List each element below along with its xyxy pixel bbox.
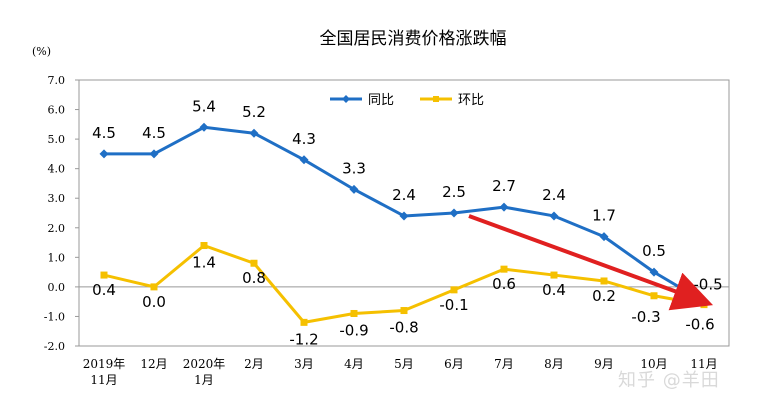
y-tick-label: 0.0 — [48, 281, 66, 294]
y-tick-label: -2.0 — [44, 340, 65, 353]
series-lines — [99, 122, 709, 326]
watermark: 知乎 @羊田 — [618, 370, 720, 391]
chart-title: 全国居民消费价格涨跌幅 — [320, 29, 507, 49]
data-point — [349, 184, 359, 194]
plot-frame — [78, 79, 730, 347]
data-label: 2.4 — [392, 186, 416, 204]
data-label: 0.6 — [492, 275, 516, 293]
data-point — [150, 283, 158, 291]
data-point — [700, 301, 708, 309]
legend-swatch-marker — [433, 96, 439, 102]
x-tick-label: 2020年 1月 — [183, 357, 226, 387]
data-point — [450, 286, 458, 294]
data-point — [99, 149, 109, 159]
red-arrow — [468, 214, 714, 311]
data-point — [299, 155, 309, 165]
x-tick-label: 2019年 11月 — [83, 357, 126, 387]
data-point — [650, 292, 658, 300]
x-tick-label: 6月 — [444, 357, 464, 371]
data-point — [399, 211, 409, 221]
x-tick-label: 2月 — [244, 357, 264, 371]
data-label: 4.5 — [142, 124, 166, 142]
data-label: 1.4 — [192, 254, 216, 272]
data-label: 0.4 — [542, 281, 566, 299]
x-tick-label: 4月 — [344, 357, 364, 371]
y-tick-label: -1.0 — [44, 310, 65, 323]
data-label: -0.1 — [439, 296, 468, 314]
data-label: -0.3 — [631, 308, 660, 326]
data-point — [249, 128, 259, 138]
legend: 同比 环比 — [330, 93, 484, 108]
data-point — [599, 232, 609, 242]
data-label: 2.7 — [492, 177, 516, 195]
data-point — [400, 307, 408, 315]
data-point — [549, 211, 559, 221]
data-point — [100, 271, 108, 279]
data-point — [200, 242, 208, 250]
legend-label: 同比 — [368, 93, 394, 108]
annotation — [468, 214, 714, 311]
data-point — [300, 318, 308, 326]
data-label: 2.5 — [442, 183, 466, 201]
x-tick-label: 10月 — [640, 357, 667, 371]
y-tick-label: 7.0 — [48, 74, 66, 87]
data-label: 0.2 — [592, 287, 616, 305]
data-point — [350, 309, 358, 317]
data-point — [500, 265, 508, 273]
y-tick-label: 2.0 — [48, 222, 66, 235]
y-tick-label: 6.0 — [48, 104, 66, 117]
data-point — [199, 122, 209, 132]
legend-label: 环比 — [458, 93, 484, 108]
data-point — [600, 277, 608, 285]
data-label: 4.3 — [292, 130, 316, 148]
y-tick-label: 4.0 — [48, 163, 66, 176]
data-point — [499, 202, 509, 212]
data-label: 0.4 — [92, 281, 116, 299]
x-tick-label: 12月 — [140, 357, 167, 371]
data-labels: 4.5 4.5 5.4 5.2 4.3 3.3 2.4 2.5 2.7 2.4 1.7 0.5 -0.5… — [92, 97, 723, 348]
data-label: -0.6 — [685, 316, 714, 334]
axes: 7.0 6.0 5.0 4.0 3.0 2.0 1.0 0.0 -1.0 -2.0 2019年 11月… — [44, 74, 730, 387]
x-tick-label: 8月 — [544, 357, 564, 371]
data-label: 0.0 — [142, 293, 166, 311]
legend-swatch-marker — [342, 95, 350, 103]
data-label: -0.9 — [339, 321, 368, 339]
data-label: 1.7 — [592, 207, 616, 225]
data-label: 5.4 — [192, 97, 216, 115]
x-tick-label: 5月 — [394, 357, 414, 371]
data-label: 2.4 — [542, 186, 566, 204]
data-point — [250, 259, 258, 267]
y-tick-label: 3.0 — [48, 192, 66, 205]
data-point — [149, 149, 159, 159]
data-label: -1.2 — [289, 330, 318, 348]
x-tick-label: 11月 — [690, 357, 717, 371]
y-tick-label: 1.0 — [48, 251, 66, 264]
data-label: -0.5 — [693, 276, 722, 294]
data-label: 4.5 — [92, 124, 116, 142]
data-label: 0.5 — [642, 242, 666, 260]
y-tick-label: 5.0 — [48, 133, 66, 146]
x-tick-label: 9月 — [594, 357, 614, 371]
data-label: 0.8 — [242, 269, 266, 287]
data-point — [449, 208, 459, 218]
data-label: -0.8 — [389, 319, 418, 337]
data-label: 3.3 — [342, 159, 366, 177]
x-tick-label: 7月 — [494, 357, 514, 371]
y-axis-unit: (%) — [32, 45, 51, 58]
data-label: 5.2 — [242, 103, 266, 121]
x-tick-label: 3月 — [294, 357, 314, 371]
data-point — [649, 267, 659, 277]
data-point — [550, 271, 558, 279]
